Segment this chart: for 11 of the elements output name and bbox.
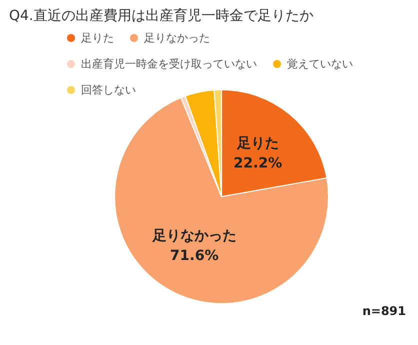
legend-label: 覚えていない xyxy=(287,58,353,70)
legend-label: 足りた xyxy=(81,32,114,44)
legend-label: 回答しない xyxy=(81,84,136,96)
data-label: 22.2% xyxy=(234,155,282,172)
text: n=891 xyxy=(362,304,406,318)
slice-label: 足りなかった xyxy=(151,228,236,244)
legend-label: 出産育児一時金を受け取っていない xyxy=(81,58,257,70)
slice-label: 足りた xyxy=(236,135,279,152)
chart-title: Q4.直近の出産費用は出産育児一時金で足りたか xyxy=(9,7,314,24)
data-label: 71.6% xyxy=(170,248,219,264)
legend-label: 足りなかった xyxy=(144,32,210,44)
